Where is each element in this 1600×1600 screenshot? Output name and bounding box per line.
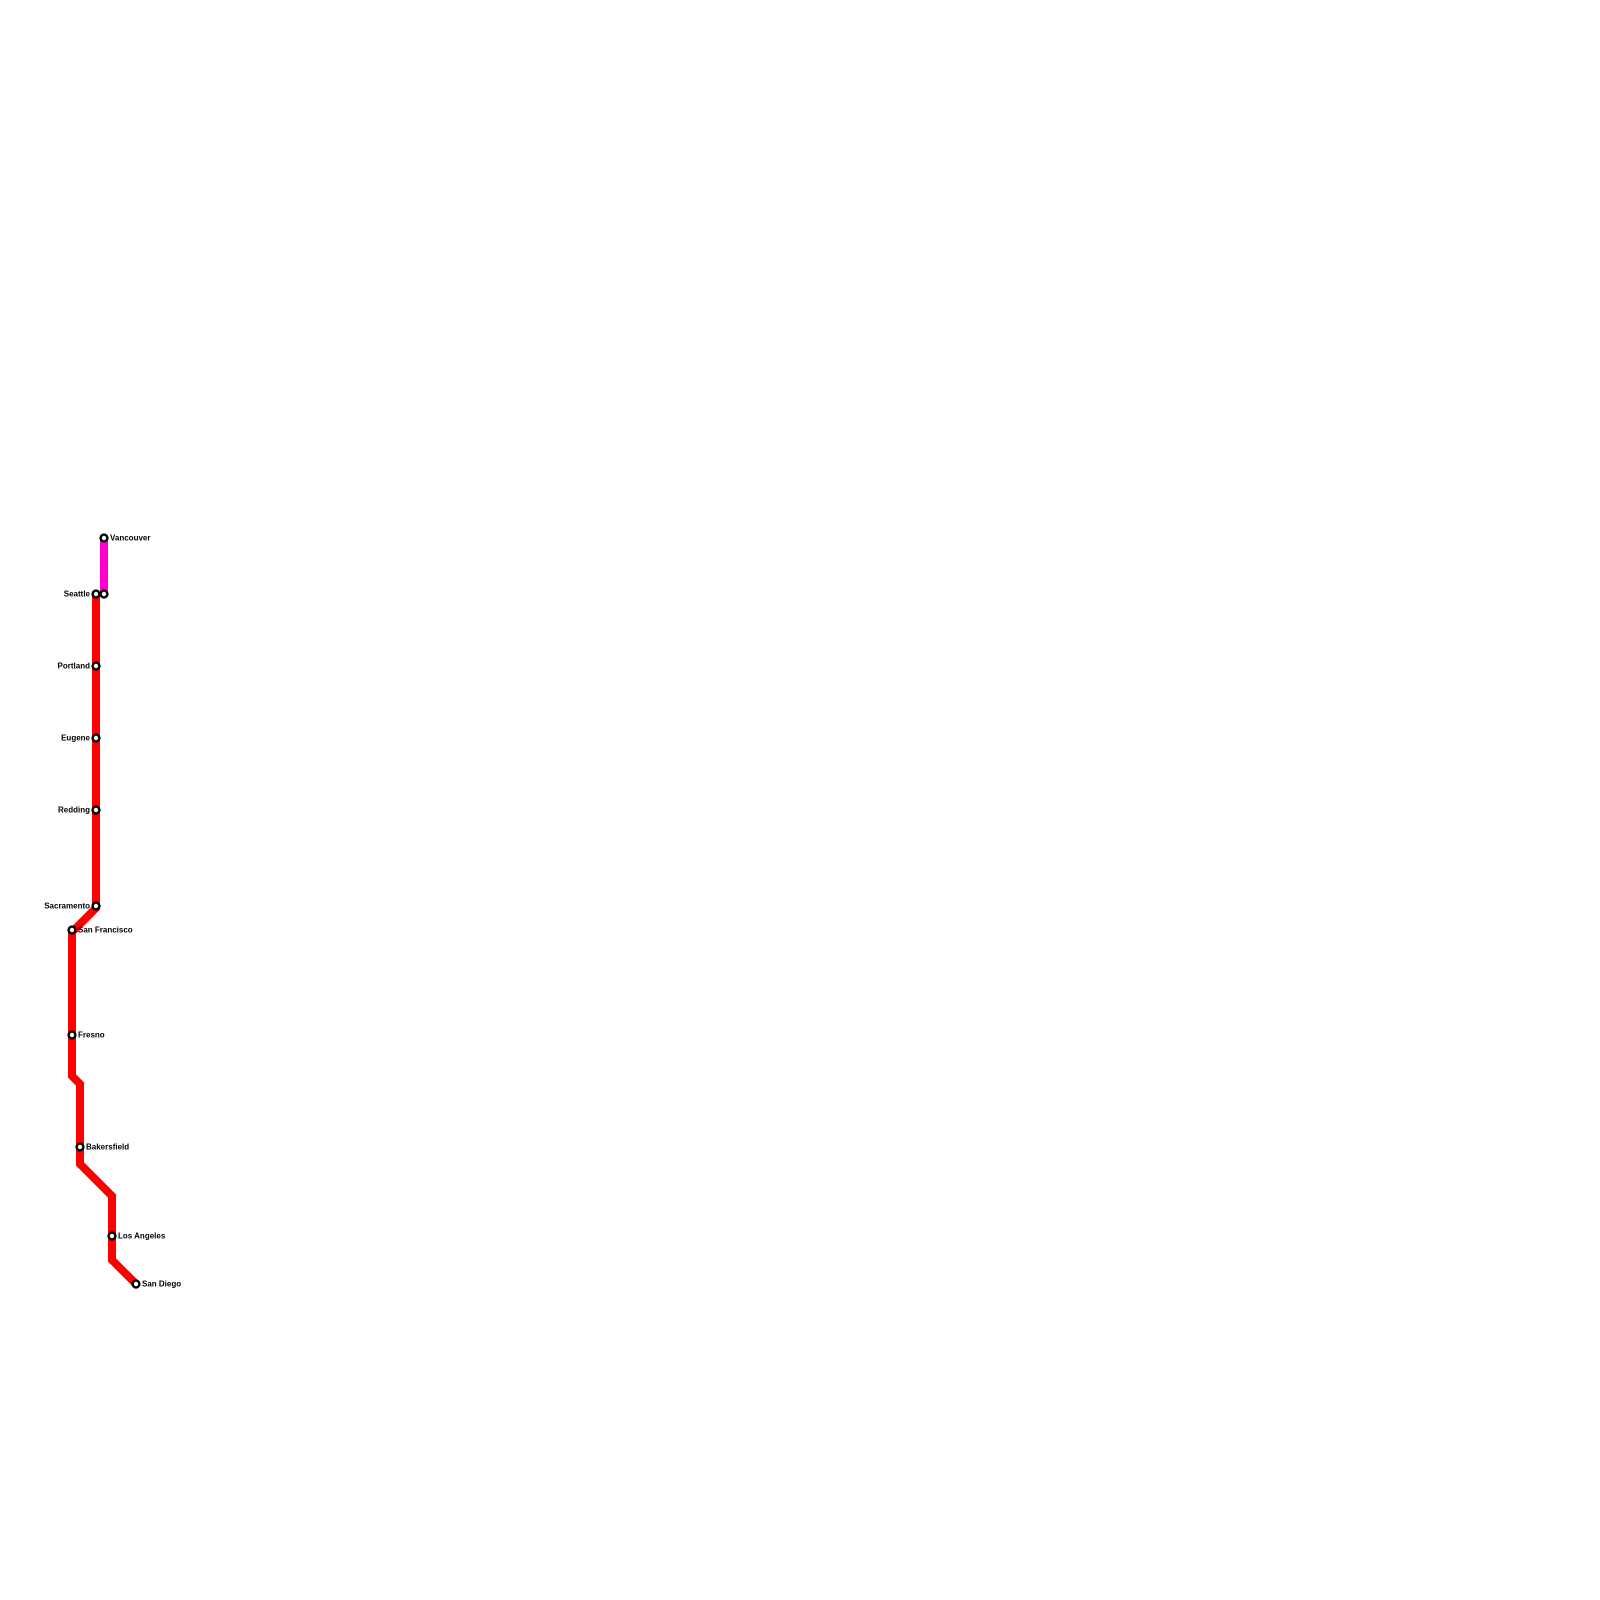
stations: Vancouver Seattle Portland Eugene Reddin… — [44, 533, 182, 1289]
station-label-los-angeles: Los Angeles — [118, 1232, 166, 1241]
station-label-vancouver: Vancouver — [110, 534, 150, 543]
station-los-angeles[interactable]: Los Angeles — [107, 1231, 166, 1241]
station-label-seattle: Seattle — [64, 590, 91, 599]
station-label-eugene: Eugene — [61, 734, 90, 743]
station-label-bakersfield: Bakersfield — [86, 1143, 129, 1152]
station-seattle[interactable]: Seattle — [64, 589, 101, 599]
station-marker[interactable] — [91, 733, 101, 743]
station-label-san-francisco: San Francisco — [78, 926, 133, 935]
station-sacramento[interactable]: Sacramento — [44, 901, 101, 911]
station-label-sacramento: Sacramento — [44, 902, 90, 911]
red-line-route[interactable] — [68, 594, 139, 1287]
station-marker[interactable] — [67, 1030, 77, 1040]
station-marker[interactable] — [67, 925, 77, 935]
station-san-diego[interactable]: San Diego — [131, 1279, 182, 1289]
station-marker[interactable] — [99, 533, 109, 543]
station-eugene[interactable]: Eugene — [61, 733, 101, 743]
station-marker[interactable] — [107, 1231, 117, 1241]
route-lines — [68, 538, 139, 1287]
station-seattle-magenta[interactable] — [99, 589, 109, 599]
station-label-portland: Portland — [58, 662, 91, 671]
station-marker[interactable] — [99, 589, 109, 599]
station-label-san-diego: San Diego — [142, 1280, 181, 1289]
station-fresno[interactable]: Fresno — [67, 1030, 105, 1040]
station-marker[interactable] — [91, 901, 101, 911]
station-portland[interactable]: Portland — [58, 661, 101, 671]
station-san-francisco[interactable]: San Francisco — [67, 925, 133, 935]
station-vancouver[interactable]: Vancouver — [99, 533, 151, 543]
station-bakersfield[interactable]: Bakersfield — [75, 1142, 130, 1152]
station-label-fresno: Fresno — [78, 1031, 105, 1040]
station-marker[interactable] — [91, 805, 101, 815]
station-label-redding: Redding — [58, 806, 90, 815]
station-marker[interactable] — [91, 589, 101, 599]
station-marker[interactable] — [91, 661, 101, 671]
station-marker[interactable] — [75, 1142, 85, 1152]
station-redding[interactable]: Redding — [58, 805, 101, 815]
station-marker[interactable] — [131, 1279, 141, 1289]
